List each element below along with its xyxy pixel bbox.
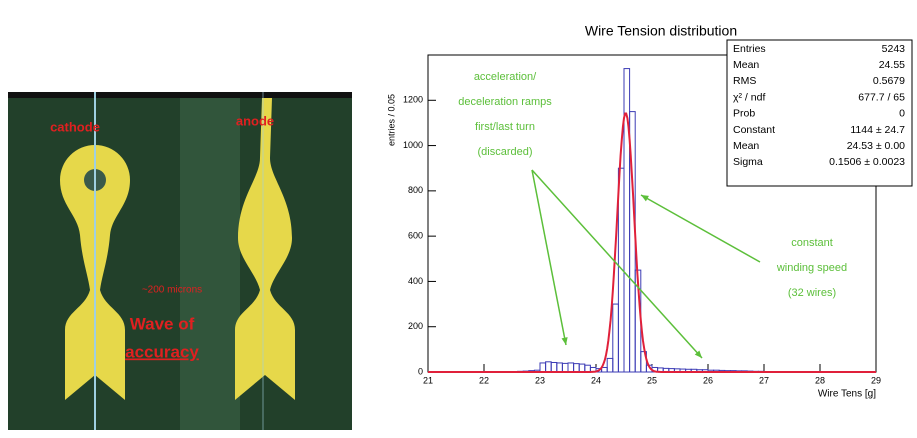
stats-value: 0.5679 — [873, 75, 905, 87]
chart-title: Wire Tension distribution — [585, 23, 737, 39]
x-tick-label: 23 — [535, 375, 545, 385]
x-tick-label: 28 — [815, 375, 825, 385]
annotation: constant — [791, 237, 833, 249]
figure: cathode anode ~200 microns Wave of accur… — [0, 0, 917, 433]
arrow-head — [562, 337, 568, 345]
annotation-arrow — [641, 195, 760, 262]
y-tick-label: 1000 — [403, 140, 423, 150]
stats-label: RMS — [733, 75, 756, 87]
x-axis-label: Wire Tens [g] — [818, 389, 876, 400]
y-tick-label: 800 — [408, 185, 423, 195]
annotation: deceleration ramps — [458, 96, 552, 108]
stats-value: 5243 — [882, 43, 906, 55]
histogram-bar — [546, 362, 552, 372]
annotation: (discarded) — [477, 146, 532, 158]
annotation-arrow — [532, 170, 566, 345]
y-tick-label: 600 — [408, 231, 423, 241]
page: cathode anode ~200 microns Wave of accur… — [0, 0, 917, 433]
y-axis-label: entries / 0.05 — [386, 94, 396, 146]
histogram-bar — [607, 358, 613, 372]
photo-label: Wave of — [130, 314, 195, 333]
stats-value: 0.1506 ± 0.0023 — [829, 156, 905, 168]
annotation: first/last turn — [475, 121, 535, 133]
stats-label: χ² / ndf — [733, 91, 765, 103]
histogram-bar — [602, 367, 608, 372]
histogram-bar — [574, 364, 580, 372]
x-tick-label: 26 — [703, 375, 713, 385]
y-tick-label: 1200 — [403, 95, 423, 105]
x-tick-label: 24 — [591, 375, 601, 385]
stats-value: 24.53 ± 0.00 — [847, 140, 905, 152]
photo-edge — [8, 92, 352, 98]
annotation-arrow — [532, 170, 702, 358]
y-tick-label: 0 — [418, 366, 423, 376]
histogram-bar — [540, 363, 546, 372]
x-tick-label: 22 — [479, 375, 489, 385]
stats-label: Sigma — [733, 156, 763, 168]
stats-value: 0 — [899, 108, 905, 120]
x-tick-label: 27 — [759, 375, 769, 385]
photo: cathode anode ~200 microns Wave of accur… — [8, 92, 352, 430]
photo-label: ~200 microns — [142, 285, 202, 296]
stats-value: 677.7 / 65 — [858, 91, 905, 103]
annotation: acceleration/ — [474, 71, 537, 83]
x-tick-label: 29 — [871, 375, 881, 385]
x-tick-label: 25 — [647, 375, 657, 385]
histogram-bar — [579, 364, 585, 372]
x-tick-label: 21 — [423, 375, 433, 385]
stats-label: Mean — [733, 140, 759, 152]
photo-shade — [180, 98, 240, 430]
histogram-bar — [585, 365, 591, 372]
photo-label: accuracy — [125, 342, 199, 361]
stats-label: Entries — [733, 43, 766, 55]
histogram-bar — [568, 363, 574, 372]
stats-label: Constant — [733, 124, 775, 136]
photo-label: anode — [236, 113, 274, 128]
histogram-bar — [551, 362, 557, 372]
histogram-bar — [613, 304, 619, 372]
y-tick-label: 200 — [408, 321, 423, 331]
stats-label: Prob — [733, 108, 755, 120]
histogram-bar — [557, 363, 563, 372]
stats-value: 24.55 — [879, 59, 905, 71]
y-tick-label: 400 — [408, 276, 423, 286]
stats-label: Mean — [733, 59, 759, 71]
annotation: winding speed — [776, 262, 847, 274]
stats-value: 1144 ± 24.7 — [850, 124, 905, 136]
photo-label: cathode — [50, 119, 100, 134]
histogram-bar — [562, 363, 568, 372]
annotation: (32 wires) — [788, 287, 836, 299]
